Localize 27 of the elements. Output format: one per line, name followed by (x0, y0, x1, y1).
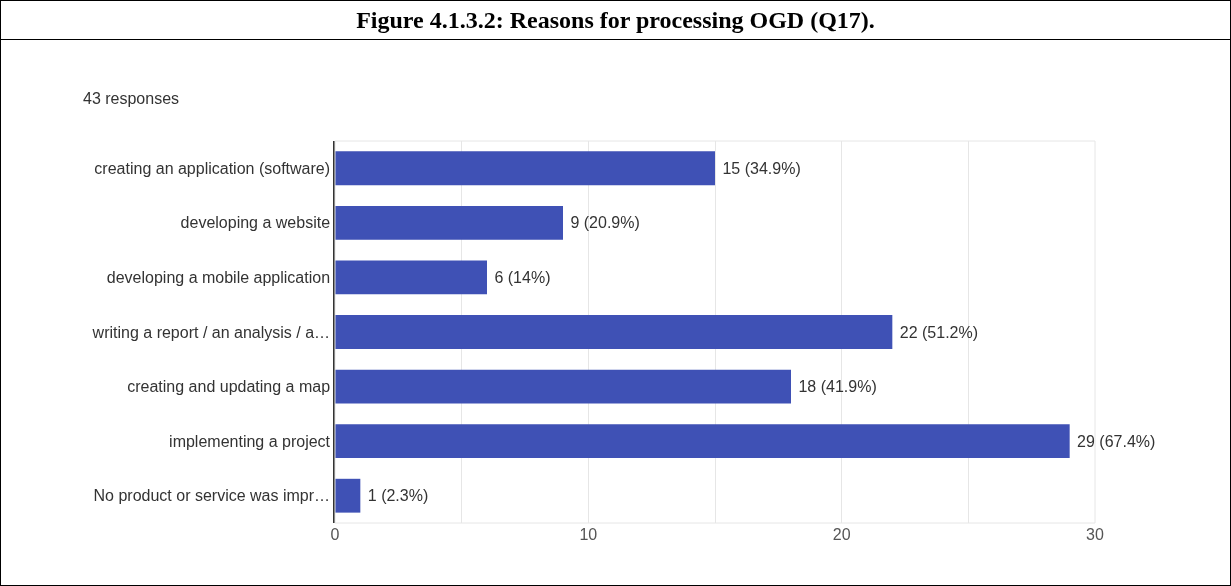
bar (335, 424, 1070, 459)
data-label: 1 (2.3%) (363, 487, 429, 505)
y-tick-label: implementing a project (169, 432, 331, 450)
x-tick-label: 30 (1086, 526, 1104, 543)
data-label: 6 (14%) (490, 268, 551, 286)
bar (335, 260, 487, 295)
chart-title: Figure 4.1.3.2: Reasons for processing OGD (Q17). (1, 1, 1230, 40)
data-label: 9 (20.9%) (566, 214, 640, 232)
y-tick-label: creating and updating a map (127, 378, 331, 396)
y-tick-label: writing a report / an analysis / a… (91, 323, 331, 341)
data-label: 15 (34.9%) (718, 159, 801, 177)
bar (335, 151, 715, 186)
data-label: 29 (67.4%) (1072, 432, 1156, 450)
data-label: 22 (51.2%) (895, 323, 979, 341)
x-tick-label: 10 (579, 526, 598, 543)
y-tick-label: No product or service was impr… (93, 487, 331, 505)
bar (335, 315, 893, 349)
bar (335, 369, 791, 404)
data-label: 18 (41.9%) (794, 378, 877, 396)
text: 43 responses (83, 90, 180, 107)
y-tick-label: developing a website (180, 214, 331, 232)
y-tick-label: creating an application (software) (94, 159, 331, 177)
bar (335, 478, 361, 513)
y-tick-label: developing a mobile application (106, 269, 331, 287)
x-tick-label: 20 (832, 526, 851, 543)
bar (335, 205, 563, 240)
x-tick-label: 0 (330, 526, 340, 543)
